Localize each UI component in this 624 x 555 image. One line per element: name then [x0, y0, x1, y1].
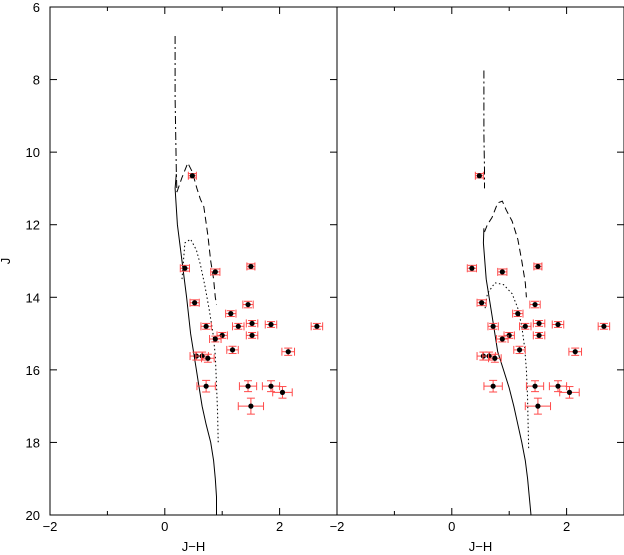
left-data-point — [248, 403, 254, 409]
right-x-tick-label: 2 — [563, 519, 570, 534]
left-dashed-curve — [176, 161, 217, 305]
right-data-point — [532, 301, 538, 308]
left-data-point — [245, 301, 251, 308]
right-plot-area — [466, 70, 611, 515]
left-data-point — [212, 336, 218, 342]
right-data-point — [499, 269, 505, 275]
right-data-point — [469, 265, 475, 271]
left-y-tick-label: 20 — [26, 508, 40, 523]
left-solid-curve — [174, 173, 218, 515]
left-data-point — [199, 353, 205, 359]
left-dotted-curve — [181, 238, 219, 443]
left-y-tick-label: 10 — [26, 145, 40, 160]
right-data-point — [572, 349, 578, 355]
left-data-point — [249, 320, 255, 327]
right-data-point — [499, 336, 505, 342]
left-data-point — [268, 383, 274, 389]
left-x-tick-label: 2 — [276, 519, 283, 534]
right-data-point — [490, 383, 496, 389]
left-panel: −2 0 2 6 8 10 12 14 16 18 20 J−H J — [0, 0, 338, 554]
right-data-point — [536, 332, 542, 338]
right-data-point — [566, 389, 573, 395]
left-y-tick-label: 8 — [33, 73, 40, 88]
right-x-tick-label: −2 — [330, 519, 345, 534]
left-data-point — [285, 349, 291, 355]
left-data-point — [203, 323, 209, 329]
right-data-point — [535, 263, 541, 270]
left-data-point — [228, 311, 234, 317]
right-data-point — [601, 323, 607, 329]
right-data-point — [555, 321, 561, 328]
left-data-point — [249, 332, 255, 338]
right-x-axis-label: J−H — [469, 539, 492, 554]
left-data-point — [229, 347, 236, 353]
left-data-point — [279, 389, 286, 395]
left-data-point — [189, 173, 195, 179]
right-data-point — [515, 311, 521, 317]
left-data-point — [212, 269, 218, 275]
right-data-point — [492, 355, 498, 361]
left-data-point — [203, 383, 209, 389]
left-data-point — [314, 323, 320, 329]
left-data-point — [248, 263, 254, 270]
right-data-point — [490, 323, 496, 329]
right-data-point — [516, 347, 523, 353]
left-x-axis-label: J−H — [182, 539, 205, 554]
left-y-tick-label: 14 — [26, 290, 40, 305]
right-data-point — [486, 353, 492, 359]
right-dashdot-curve — [483, 70, 485, 189]
right-data-point — [479, 300, 485, 306]
right-solid-curve — [482, 228, 532, 515]
left-data-point — [245, 383, 251, 389]
left-x-tick-label: −2 — [43, 519, 58, 534]
left-x-tick-label: 0 — [161, 519, 168, 534]
right-data-point — [535, 403, 541, 409]
left-data-point — [219, 332, 225, 338]
left-y-axis-label: J — [0, 258, 13, 265]
right-data-point — [555, 383, 561, 389]
left-y-tick-label: 6 — [33, 0, 40, 15]
right-data-point — [476, 173, 482, 179]
left-data-point — [205, 355, 211, 361]
left-dashdot-curve — [174, 36, 178, 193]
left-y-tick-label: 16 — [26, 363, 40, 378]
left-y-tick-label: 18 — [26, 435, 40, 450]
left-data-point — [182, 265, 188, 271]
right-plot-frame — [336, 6, 624, 516]
right-data-point — [536, 320, 542, 327]
right-panel: −2 0 2 J−H — [330, 6, 624, 554]
right-dotted-curve — [484, 282, 530, 450]
left-y-tick-label: 12 — [26, 218, 40, 233]
left-data-point — [192, 300, 198, 306]
left-plot-area — [174, 36, 324, 515]
right-x-tick-label: 0 — [448, 519, 455, 534]
right-data-point — [522, 323, 528, 329]
left-data-point — [235, 323, 241, 329]
right-dashed-curve — [484, 200, 527, 298]
right-data-point — [532, 383, 538, 389]
right-data-point — [506, 332, 512, 338]
left-data-point — [268, 321, 274, 328]
